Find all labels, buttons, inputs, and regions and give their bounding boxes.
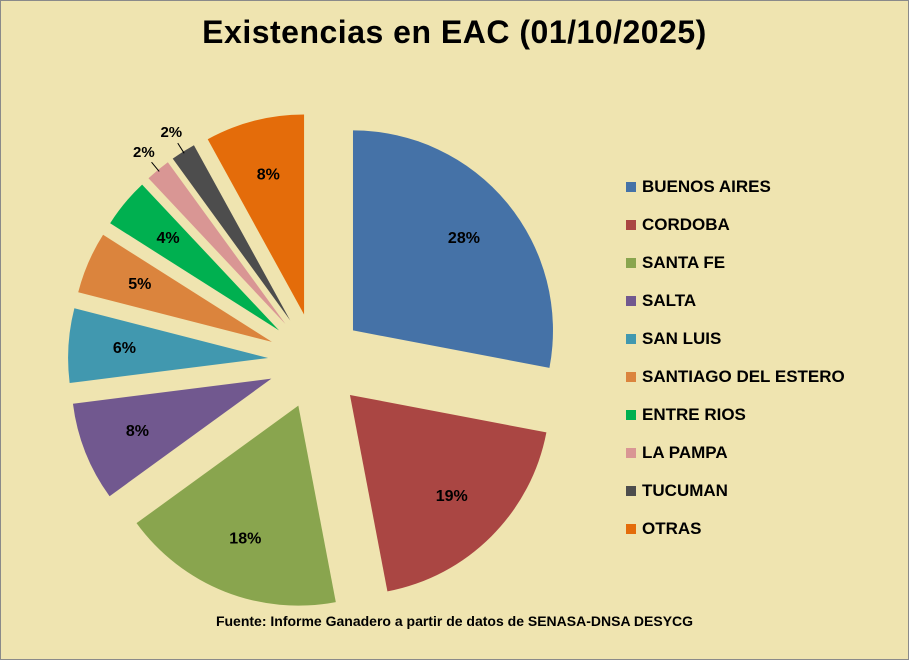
data-label-salta: 8% <box>126 423 149 440</box>
legend-item-san-luis: SAN LUIS <box>626 320 845 358</box>
legend-label: BUENOS AIRES <box>642 177 771 196</box>
legend-label: SALTA <box>642 291 697 310</box>
legend-item-santa-fe: SANTA FE <box>626 244 845 282</box>
source-note: Fuente: Informe Ganadero a partir de dat… <box>215 613 694 629</box>
pie-slice-tucuman <box>172 145 291 321</box>
legend-label: SANTA FE <box>642 253 726 272</box>
legend-swatch <box>626 334 636 344</box>
data-label-tucuman: 2% <box>160 124 182 141</box>
legend-item-santiago-del-estero: SANTIAGO DEL ESTERO <box>626 358 845 396</box>
legend-swatch <box>626 486 636 496</box>
leader-line-la-pampa <box>151 161 160 172</box>
legend-swatch <box>626 296 636 306</box>
data-label-cordoba: 19% <box>436 488 468 505</box>
pie-slice-cordoba <box>349 394 547 592</box>
pie-slice-la-pampa <box>148 162 286 325</box>
legend-item-salta: SALTA <box>626 282 845 320</box>
legend-swatch <box>626 524 636 534</box>
chart-legend: BUENOS AIRES CORDOBA SANTA FE SALTA SAN LUIS… <box>626 168 845 548</box>
pie-slice-salta <box>72 378 272 497</box>
pie-slice-buenos-aires <box>352 130 553 368</box>
legend-swatch <box>626 220 636 230</box>
legend-swatch <box>626 182 636 192</box>
data-label-entre-rios: 4% <box>156 230 179 247</box>
legend-swatch <box>626 410 636 420</box>
pie-slice-santa-fe <box>136 405 336 606</box>
pie-slice-entre-rios <box>110 184 280 331</box>
legend-item-otras: OTRAS <box>626 510 845 548</box>
legend-label: SAN LUIS <box>642 329 722 348</box>
legend-item-buenos-aires: BUENOS AIRES <box>626 168 845 206</box>
pie-slice-san-luis <box>68 308 269 384</box>
legend-label: OTRAS <box>642 519 702 538</box>
legend-item-entre-rios: ENTRE RIOS <box>626 396 845 434</box>
legend-label: CORDOBA <box>642 215 730 234</box>
chart-title: Existencias en EAC (01/10/2025) <box>202 14 707 50</box>
data-label-santa-fe: 18% <box>229 531 261 548</box>
legend-item-cordoba: CORDOBA <box>626 206 845 244</box>
legend-label: LA PAMPA <box>642 443 728 462</box>
legend-label: ENTRE RIOS <box>642 405 746 424</box>
legend-label: SANTIAGO DEL ESTERO <box>642 367 845 386</box>
data-label-santiago-del-estero: 5% <box>128 276 151 293</box>
data-label-otras: 8% <box>257 166 280 183</box>
legend-item-la-pampa: LA PAMPA <box>626 434 845 472</box>
legend-label: TUCUMAN <box>642 481 728 500</box>
legend-swatch <box>626 258 636 268</box>
legend-swatch <box>626 448 636 458</box>
data-label-la-pampa: 2% <box>133 144 155 161</box>
legend-item-tucuman: TUCUMAN <box>626 472 845 510</box>
data-label-buenos-aires: 28% <box>448 230 480 247</box>
data-label-san-luis: 6% <box>113 340 136 357</box>
leader-line-tucuman <box>177 142 185 154</box>
pie-slice-santiago-del-estero <box>78 234 272 342</box>
pie-slice-otras <box>207 114 305 315</box>
legend-swatch <box>626 372 636 382</box>
